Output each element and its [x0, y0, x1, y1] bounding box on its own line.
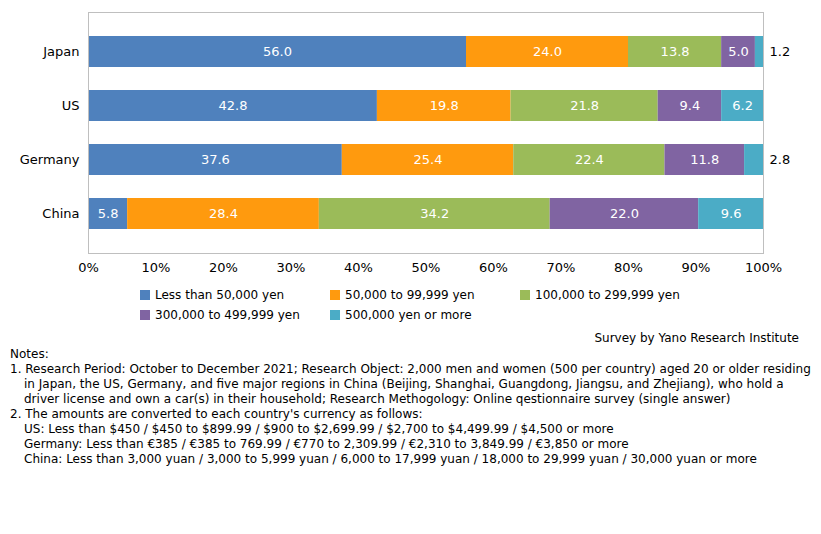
svg-text:22.4: 22.4	[575, 152, 604, 167]
html-text:1. Research Period: October to: 1. Research Period: October to December …	[10, 362, 811, 406]
svg-text:China: China	[42, 206, 79, 221]
html-text:China: Less than 3,000 yuan /: China: Less than 3,000 yuan / 3,000 to 5…	[24, 452, 757, 466]
svg-text:9.6: 9.6	[721, 206, 742, 221]
svg-text:100%: 100%	[745, 260, 782, 275]
html-text:300,000 to 499,999 yen: 300,000 to 499,999 yen	[155, 308, 300, 322]
svg-text:56.0: 56.0	[263, 44, 292, 59]
svg-text:25.4: 25.4	[414, 152, 443, 167]
svg-text:1.2: 1.2	[770, 44, 791, 59]
html-text:US: Less than $450 / $450 to $: US: Less than $450 / $450 to $899.99 / $…	[24, 422, 614, 436]
svg-text:10%: 10%	[142, 260, 171, 275]
html-text:Less than 50,000 yen: Less than 50,000 yen	[155, 288, 285, 302]
svg-text:13.8: 13.8	[661, 44, 690, 59]
html-text:500,000 yen or more: 500,000 yen or more	[345, 308, 472, 322]
svg-text:70%: 70%	[547, 260, 576, 275]
svg-text:19.8: 19.8	[430, 98, 459, 113]
html-text:50,000 to 99,999 yen: 50,000 to 99,999 yen	[345, 288, 475, 302]
svg-text:30%: 30%	[277, 260, 306, 275]
html-text:Survey by Yano Research Instit: Survey by Yano Research Institute	[594, 331, 799, 345]
svg-text:5.8: 5.8	[98, 206, 119, 221]
svg-text:90%: 90%	[682, 260, 711, 275]
svg-text:80%: 80%	[614, 260, 643, 275]
svg-text:21.8: 21.8	[570, 98, 599, 113]
svg-text:60%: 60%	[479, 260, 508, 275]
svg-text:50%: 50%	[412, 260, 441, 275]
svg-text:Germany: Germany	[20, 152, 80, 167]
html-text:100,000 to 299,999 yen: 100,000 to 299,999 yen	[535, 288, 680, 302]
svg-text:24.0: 24.0	[533, 44, 562, 59]
svg-text:Japan: Japan	[42, 44, 79, 59]
svg-text:22.0: 22.0	[610, 206, 639, 221]
svg-text:11.8: 11.8	[690, 152, 719, 167]
svg-text:28.4: 28.4	[209, 206, 238, 221]
svg-text:40%: 40%	[344, 260, 373, 275]
html-text:Germany: Less than €385 / €385: Germany: Less than €385 / €385 to 769.99…	[24, 437, 629, 451]
html-text:Notes:: Notes:	[10, 347, 49, 361]
svg-text:34.2: 34.2	[420, 206, 449, 221]
svg-text:US: US	[62, 98, 80, 113]
svg-text:5.0: 5.0	[728, 44, 749, 59]
svg-text:2.8: 2.8	[770, 152, 791, 167]
svg-text:42.8: 42.8	[218, 98, 247, 113]
svg-text:6.2: 6.2	[732, 98, 753, 113]
html-text:2. The amounts are converted t: 2. The amounts are converted to each cou…	[10, 407, 423, 421]
svg-text:20%: 20%	[209, 260, 238, 275]
svg-text:9.4: 9.4	[680, 98, 701, 113]
svg-text:0%: 0%	[78, 260, 99, 275]
svg-text:37.6: 37.6	[201, 152, 230, 167]
